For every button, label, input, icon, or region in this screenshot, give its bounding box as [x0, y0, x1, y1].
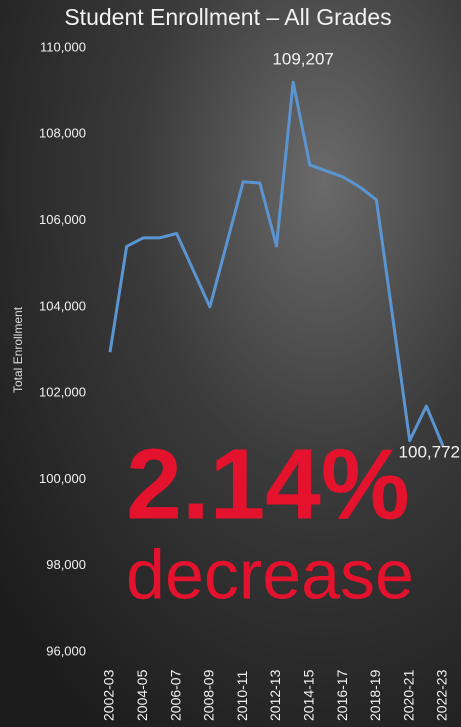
- y-tick-label: 110,000: [40, 39, 86, 54]
- y-tick-label: 108,000: [39, 126, 86, 141]
- value-label: 100,772: [399, 443, 460, 462]
- y-tick-label: 98,000: [46, 557, 86, 572]
- chart-title: Student Enrollment – All Grades: [64, 4, 391, 30]
- y-tick-label: 96,000: [46, 643, 86, 658]
- y-tick-label: 104,000: [39, 298, 86, 313]
- x-tick-label: 2006-07: [167, 669, 183, 721]
- annotation-word: decrease: [126, 535, 414, 613]
- background: [0, 0, 461, 727]
- y-axis-label: Total Enrollment: [11, 306, 25, 393]
- x-tick-label: 2020-21: [400, 669, 416, 721]
- x-tick-label: 2004-05: [134, 669, 150, 721]
- annotation-percent: 2.14%: [126, 428, 410, 540]
- x-tick-label: 2002-03: [101, 669, 117, 721]
- x-tick-label: 2018-19: [367, 669, 383, 721]
- x-tick-label: 2022-23: [434, 669, 450, 721]
- y-tick-label: 106,000: [39, 212, 86, 227]
- x-tick-label: 2012-13: [267, 669, 283, 721]
- x-tick-label: 2008-09: [201, 669, 217, 721]
- value-label: 109,207: [272, 50, 333, 69]
- chart: Student Enrollment – All Grades Total En…: [0, 0, 461, 727]
- x-tick-label: 2010-11: [234, 670, 250, 721]
- x-tick-label: 2016-17: [334, 669, 350, 721]
- y-tick-label: 100,000: [39, 471, 86, 486]
- x-tick-label: 2014-15: [301, 669, 317, 721]
- y-tick-label: 102,000: [39, 385, 86, 400]
